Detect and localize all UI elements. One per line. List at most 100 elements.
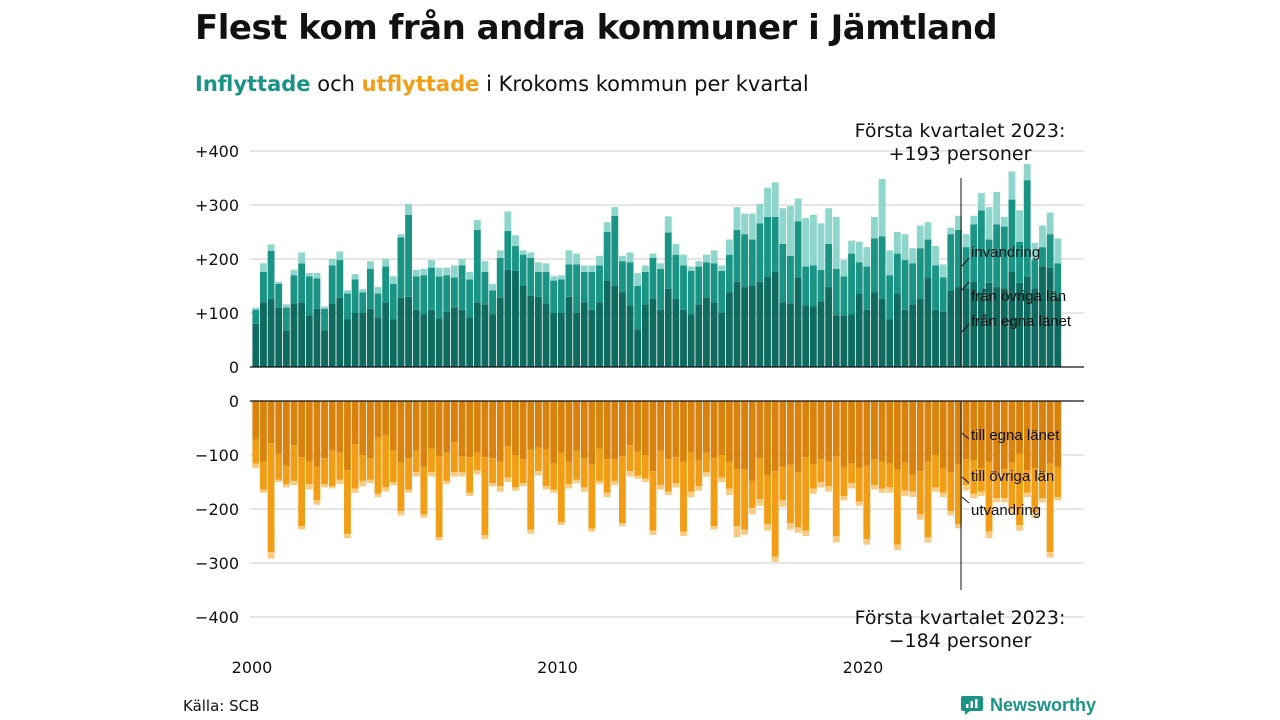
bar-inflyttade [443, 311, 451, 367]
bar-inflyttade [641, 265, 649, 272]
bar-utflyttade [550, 463, 558, 490]
bar-inflyttade [1031, 288, 1039, 367]
bar-utflyttade [527, 449, 535, 530]
bar-utflyttade [603, 459, 611, 493]
bar-utflyttade [687, 401, 695, 453]
bar-utflyttade [344, 533, 351, 539]
bar-utflyttade [756, 458, 764, 500]
bar-inflyttade [832, 315, 840, 367]
bar-inflyttade [840, 260, 848, 277]
bar-utflyttade [366, 458, 374, 480]
bar-inflyttade [313, 273, 321, 279]
bar-inflyttade [504, 269, 512, 367]
bar-inflyttade [519, 254, 527, 286]
bar-inflyttade [947, 290, 955, 367]
bar-utflyttade [512, 401, 519, 455]
lower-series-label: till övriga län [971, 468, 1054, 485]
bar-inflyttade [680, 309, 687, 367]
bar-inflyttade [748, 239, 756, 286]
bar-utflyttade [260, 461, 267, 490]
bar-utflyttade [580, 487, 588, 492]
bar-inflyttade [802, 266, 810, 306]
bar-utflyttade [428, 448, 435, 473]
bar-inflyttade [718, 270, 726, 313]
bar-utflyttade [481, 401, 489, 458]
bar-inflyttade [932, 309, 939, 367]
bar-utflyttade [748, 401, 756, 481]
bar-utflyttade [496, 486, 504, 492]
bar-utflyttade [901, 490, 909, 497]
bar-inflyttade [901, 309, 909, 367]
bar-utflyttade [557, 401, 565, 453]
bar-utflyttade [871, 401, 878, 460]
bar-utflyttade [932, 487, 939, 492]
bar-inflyttade [863, 266, 871, 310]
bar-utflyttade [596, 448, 603, 481]
bar-utflyttade [1016, 525, 1023, 531]
bar-inflyttade [695, 304, 703, 367]
bar-utflyttade [359, 401, 367, 455]
bar-utflyttade [863, 539, 871, 545]
bar-utflyttade [680, 461, 687, 532]
bar-inflyttade [252, 307, 260, 310]
bar-inflyttade [573, 264, 581, 313]
bar-inflyttade [741, 234, 749, 288]
bar-utflyttade [848, 401, 855, 464]
bar-utflyttade [382, 401, 390, 436]
bar-utflyttade [359, 455, 367, 481]
bar-utflyttade [932, 401, 939, 455]
bar-inflyttade [947, 234, 955, 291]
bar-utflyttade [855, 467, 863, 502]
bar-inflyttade [405, 296, 412, 367]
bar-utflyttade [840, 496, 848, 501]
bar-inflyttade [458, 265, 466, 310]
bar-inflyttade [825, 243, 833, 288]
bar-utflyttade [397, 511, 405, 516]
bar-utflyttade [748, 480, 756, 508]
bar-utflyttade [893, 544, 901, 551]
lower-y-tick-label: −200 [195, 500, 239, 519]
bar-inflyttade [993, 224, 1001, 288]
bar-inflyttade [955, 229, 962, 288]
bar-inflyttade [825, 208, 833, 244]
bar-utflyttade [993, 498, 1001, 503]
bar-inflyttade [901, 260, 909, 310]
bar-utflyttade [916, 514, 924, 520]
bar-inflyttade [321, 330, 328, 367]
bar-inflyttade [664, 216, 672, 233]
bar-utflyttade [855, 401, 863, 468]
bar-inflyttade [893, 293, 901, 367]
bar-utflyttade [596, 401, 603, 449]
bar-inflyttade [565, 250, 573, 265]
bar-utflyttade [733, 526, 741, 538]
bar-inflyttade [412, 276, 420, 310]
bar-inflyttade [626, 305, 634, 367]
bar-inflyttade [977, 193, 985, 211]
bar-inflyttade [703, 254, 710, 263]
bar-utflyttade [336, 401, 344, 453]
bar-inflyttade [649, 257, 657, 299]
bar-inflyttade [313, 278, 321, 309]
bar-inflyttade [374, 317, 382, 367]
bar-inflyttade [893, 232, 901, 254]
bar-utflyttade [840, 401, 848, 467]
bar-inflyttade [779, 243, 787, 303]
bar-inflyttade [993, 192, 1001, 225]
bar-utflyttade [825, 401, 833, 462]
bar-utflyttade [955, 524, 962, 529]
bar-inflyttade [970, 215, 978, 225]
bar-utflyttade [1054, 466, 1062, 498]
bar-inflyttade [321, 308, 328, 331]
bar-inflyttade [298, 263, 306, 303]
bar-inflyttade [878, 179, 886, 237]
bar-utflyttade [955, 401, 962, 465]
bar-utflyttade [634, 451, 642, 476]
bar-inflyttade [680, 265, 687, 310]
bar-inflyttade [542, 263, 550, 272]
bar-utflyttade [374, 437, 382, 494]
x-tick-label: 2000 [232, 658, 273, 677]
bar-utflyttade [1046, 401, 1054, 464]
bar-utflyttade [450, 472, 458, 477]
bar-utflyttade [512, 487, 519, 491]
bar-inflyttade [458, 309, 466, 367]
